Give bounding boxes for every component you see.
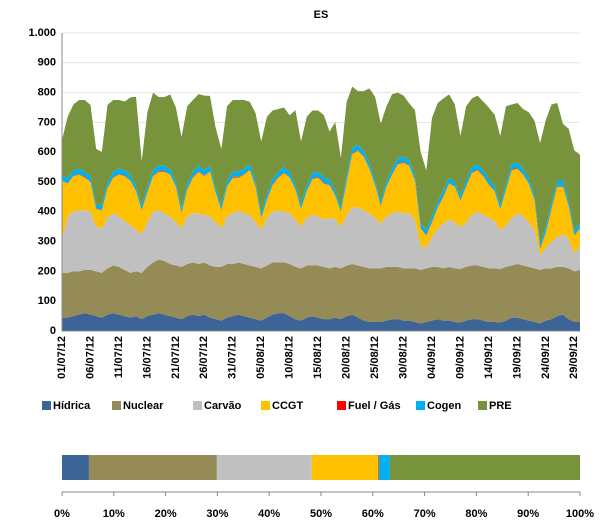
- legend-label: Carvão: [204, 400, 242, 412]
- x-tick-label: 04/09/12: [426, 336, 438, 379]
- area: [62, 150, 580, 256]
- bar-segment: [379, 455, 390, 480]
- y-tick-label: 500: [38, 176, 56, 188]
- x-tick-label: 24/09/12: [540, 336, 552, 379]
- x-tick-label: 19/09/12: [511, 336, 523, 379]
- bar-segment: [311, 455, 379, 480]
- y-tick-label: 300: [38, 236, 56, 248]
- area: [62, 313, 580, 331]
- x-tick-label: 20/08/12: [341, 336, 353, 379]
- y-tick-label: 900: [38, 57, 56, 69]
- bar-segment: [216, 455, 312, 480]
- legend-swatch: [112, 401, 121, 410]
- legend-label: PRE: [489, 400, 512, 412]
- x-tick-label: 40%: [258, 508, 280, 519]
- x-tick-label: 30%: [206, 508, 228, 519]
- x-tick-label: 16/07/12: [141, 336, 153, 379]
- x-tick-label: 10%: [103, 508, 125, 519]
- legend-label: CCGT: [272, 400, 303, 412]
- legend-label: Nuclear: [123, 400, 164, 412]
- x-tick-label: 70%: [414, 508, 436, 519]
- legend-swatch: [193, 401, 202, 410]
- y-tick-label: 400: [38, 206, 56, 218]
- x-tick-label: 14/09/12: [483, 336, 495, 379]
- y-tick-label: 100: [38, 295, 56, 307]
- legend-label: Fuel / Gás: [348, 400, 401, 412]
- legend-swatch: [261, 401, 270, 410]
- x-tick-label: 29/09/12: [568, 336, 580, 379]
- chart-title: ES: [314, 9, 329, 21]
- x-tick-label: 80%: [465, 508, 487, 519]
- bar-segment: [62, 455, 89, 480]
- x-tick-label: 11/07/12: [113, 336, 125, 378]
- x-tick-label: 60%: [362, 508, 384, 519]
- legend-swatch: [478, 401, 487, 410]
- x-tick-label: 21/07/12: [170, 336, 182, 379]
- legend-swatch: [42, 401, 51, 410]
- legend-label: Hídrica: [53, 400, 91, 412]
- x-tick-label: 25/08/12: [369, 336, 381, 379]
- y-tick-label: 800: [38, 87, 56, 99]
- x-tick-label: 100%: [566, 508, 594, 519]
- area: [62, 259, 580, 324]
- y-tick-label: 1.000: [28, 27, 56, 39]
- x-tick-label: 15/08/12: [312, 336, 324, 379]
- y-tick-label: 0: [50, 325, 56, 337]
- x-tick-label: 90%: [517, 508, 539, 519]
- legend-label: Cogen: [427, 400, 462, 412]
- x-tick-label: 31/07/12: [227, 336, 239, 379]
- x-tick-label: 06/07/12: [84, 336, 96, 379]
- x-tick-label: 10/08/12: [284, 336, 296, 379]
- bar-segment: [378, 455, 380, 480]
- x-tick-label: 09/09/12: [454, 336, 466, 379]
- x-tick-label: 0%: [54, 508, 70, 519]
- x-tick-label: 30/08/12: [397, 336, 409, 379]
- x-tick-label: 20%: [155, 508, 177, 519]
- legend-swatch: [337, 401, 346, 410]
- x-tick-label: 50%: [310, 508, 332, 519]
- area: [62, 207, 580, 273]
- bar-segment: [389, 455, 580, 480]
- bar-segment: [88, 455, 217, 480]
- x-tick-label: 26/07/12: [198, 336, 210, 379]
- y-tick-label: 700: [38, 116, 56, 128]
- y-tick-label: 600: [38, 146, 56, 158]
- area: [62, 86, 580, 245]
- x-tick-label: 01/07/12: [56, 336, 68, 379]
- x-tick-label: 05/08/12: [255, 336, 267, 379]
- y-tick-label: 200: [38, 265, 56, 277]
- legend-swatch: [416, 401, 425, 410]
